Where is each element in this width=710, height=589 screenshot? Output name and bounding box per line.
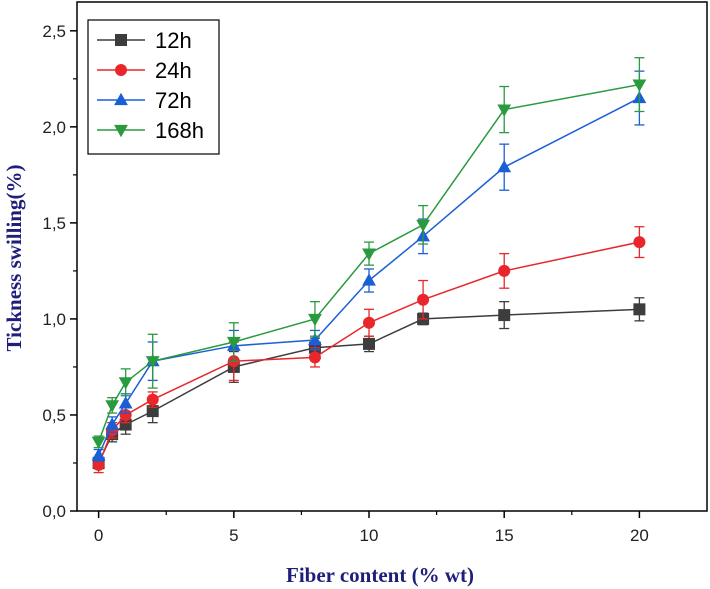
legend-marker <box>114 92 128 106</box>
legend-label: 24h <box>155 58 192 83</box>
y-tick-label: 0,5 <box>42 406 66 425</box>
data-point <box>633 236 646 249</box>
data-point <box>91 448 106 461</box>
series-168h <box>91 57 647 450</box>
data-point <box>363 316 376 329</box>
data-point <box>146 405 159 418</box>
data-point <box>92 458 105 471</box>
data-point <box>498 309 511 322</box>
data-point <box>118 377 133 390</box>
data-point <box>308 313 322 327</box>
x-tick-label: 20 <box>630 526 649 545</box>
x-tick-label: 10 <box>360 526 379 545</box>
data-point <box>363 337 376 350</box>
data-point <box>497 159 512 173</box>
legend-marker <box>115 64 127 76</box>
data-point <box>105 417 120 430</box>
data-point <box>91 436 106 450</box>
series-line <box>97 83 640 443</box>
data-point <box>416 219 430 233</box>
legend-label: 168h <box>155 118 204 143</box>
data-point <box>632 79 647 92</box>
data-point <box>119 418 132 431</box>
series-line <box>97 241 640 466</box>
data-point <box>118 396 133 409</box>
data-point <box>362 248 376 261</box>
series-72h <box>91 70 647 462</box>
legend-box <box>87 19 220 155</box>
data-point <box>362 273 376 286</box>
legend-item-72h: 72h <box>97 88 192 113</box>
legend-marker <box>115 34 127 46</box>
data-point <box>119 408 132 421</box>
plot-frame <box>76 1 708 512</box>
series-line <box>97 97 640 456</box>
data-point <box>105 400 120 413</box>
series-layer <box>91 57 647 474</box>
y-tick-label: 2,0 <box>42 118 66 137</box>
x-tick-label: 5 <box>229 526 238 545</box>
data-point <box>226 336 241 350</box>
x-tick-label: 0 <box>94 526 103 545</box>
series-line <box>97 308 640 464</box>
legend-item-168h: 168h <box>97 118 204 143</box>
x-axis: 0 5 10 15 20 <box>94 511 649 545</box>
y-tick-label: 1,5 <box>42 214 66 233</box>
legend-marker <box>114 124 128 138</box>
legend: 12h 24h 72h 168h <box>87 19 220 155</box>
data-point <box>497 104 512 117</box>
data-point <box>308 332 322 346</box>
x-axis-title: Fiber content (% wt) <box>286 563 474 587</box>
data-point <box>633 303 646 316</box>
data-point <box>146 393 159 406</box>
data-point <box>498 264 511 277</box>
legend-item-24h: 24h <box>97 58 192 83</box>
y-axis-title: Tickness swilling(%) <box>2 165 26 352</box>
y-axis: 0,0 0,5 1,0 1,5 2,0 2,5 <box>42 22 77 521</box>
legend-label: 12h <box>155 28 192 53</box>
legend-item-12h: 12h <box>97 28 192 53</box>
legend-label: 72h <box>155 88 192 113</box>
y-tick-label: 2,5 <box>42 22 66 41</box>
y-tick-label: 0,0 <box>42 502 66 521</box>
data-point <box>145 356 160 369</box>
x-tick-label: 15 <box>495 526 514 545</box>
data-point <box>308 351 321 364</box>
data-point <box>417 293 430 306</box>
y-tick-label: 1,0 <box>42 310 66 329</box>
